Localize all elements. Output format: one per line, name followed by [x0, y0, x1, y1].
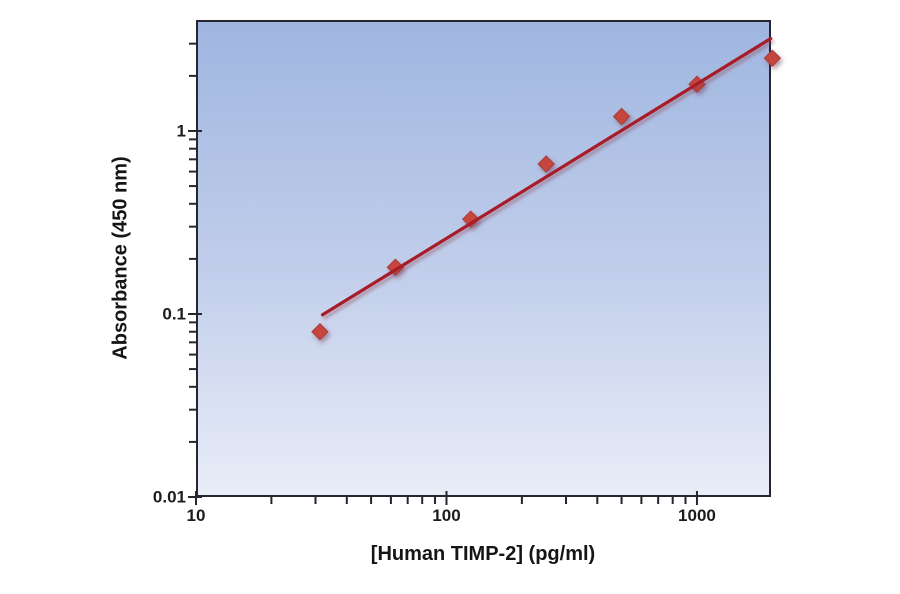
y-tick-label: 0.1 — [162, 304, 186, 324]
x-tick-label: 1000 — [678, 506, 716, 525]
x-tick-label: 100 — [432, 506, 461, 525]
y-tick-label: 0.01 — [152, 487, 186, 507]
x-axis-title: [Human TIMP-2] (pg/ml) — [370, 543, 596, 565]
y-tick-label: 1 — [176, 121, 186, 141]
plot-area — [196, 20, 771, 497]
x-tick-label: 10 — [186, 506, 206, 525]
y-axis-title: Absorbance (450 nm) — [109, 156, 132, 360]
